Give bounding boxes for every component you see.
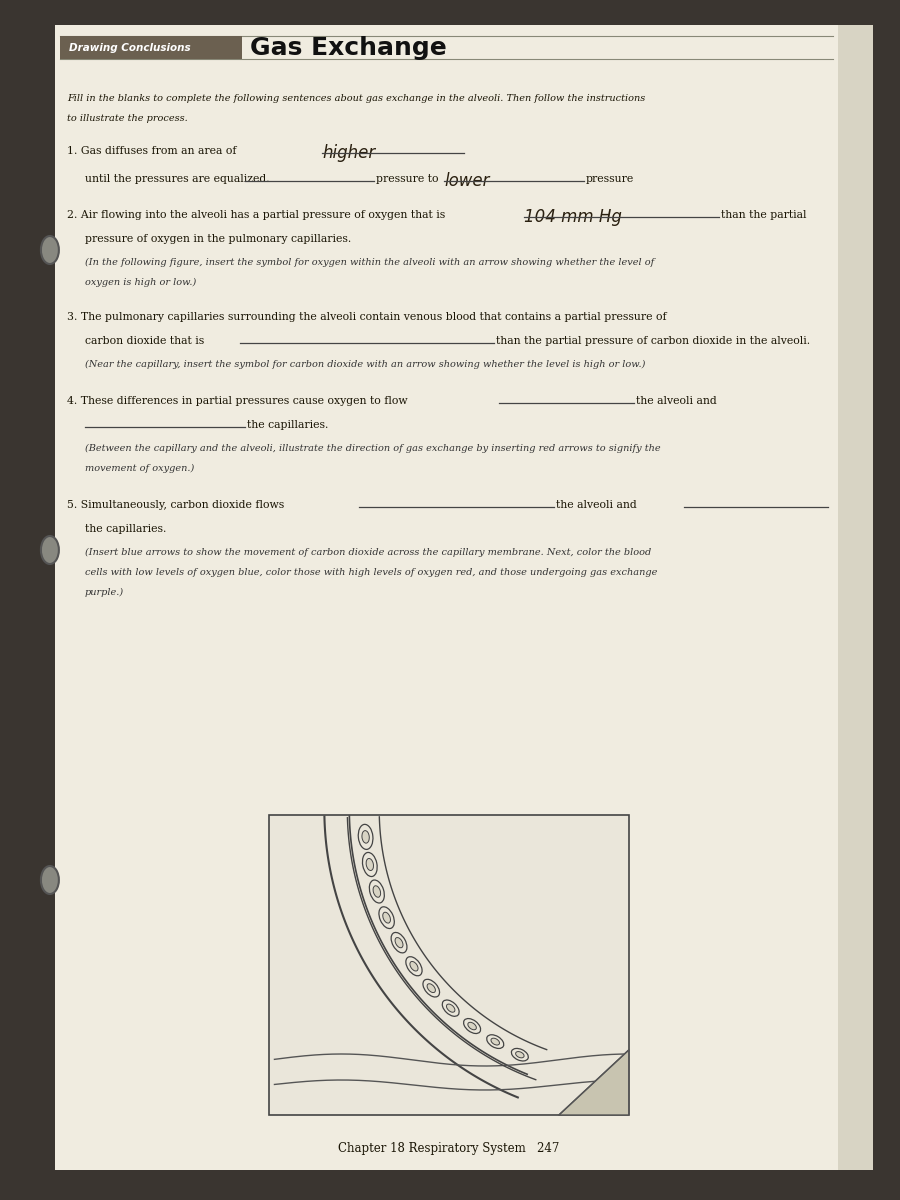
Ellipse shape — [40, 536, 58, 564]
Ellipse shape — [487, 1034, 504, 1049]
Text: 2. Air flowing into the alveoli has a partial pressure of oxygen that is: 2. Air flowing into the alveoli has a pa… — [67, 210, 446, 220]
Text: 3. The pulmonary capillaries surrounding the alveoli contain venous blood that c: 3. The pulmonary capillaries surrounding… — [67, 312, 667, 322]
Text: oxygen is high or low.): oxygen is high or low.) — [85, 278, 196, 287]
Text: the alveoli and: the alveoli and — [556, 500, 636, 510]
Text: (Near the capillary, insert the symbol for carbon dioxide with an arrow showing : (Near the capillary, insert the symbol f… — [85, 360, 645, 370]
Text: the capillaries.: the capillaries. — [247, 420, 328, 430]
Text: 1. Gas diffuses from an area of: 1. Gas diffuses from an area of — [67, 146, 237, 156]
Text: Drawing Conclusions: Drawing Conclusions — [69, 43, 191, 53]
Text: lower: lower — [444, 172, 490, 190]
Ellipse shape — [362, 830, 369, 844]
Text: cells with low levels of oxygen blue, color those with high levels of oxygen red: cells with low levels of oxygen blue, co… — [85, 568, 657, 577]
Text: purple.): purple.) — [85, 588, 124, 598]
Ellipse shape — [446, 1004, 454, 1013]
Ellipse shape — [40, 866, 58, 894]
Ellipse shape — [442, 1000, 459, 1016]
Ellipse shape — [358, 824, 373, 850]
Ellipse shape — [516, 1051, 524, 1058]
Ellipse shape — [363, 852, 377, 876]
Ellipse shape — [406, 956, 422, 976]
Ellipse shape — [491, 1038, 500, 1045]
Text: Fill in the blanks to complete the following sentences about gas exchange in the: Fill in the blanks to complete the follo… — [67, 94, 645, 103]
Text: to illustrate the process.: to illustrate the process. — [67, 114, 187, 122]
Text: pressure of oxygen in the pulmonary capillaries.: pressure of oxygen in the pulmonary capi… — [85, 234, 351, 244]
Text: pressure: pressure — [586, 174, 634, 184]
Ellipse shape — [382, 912, 391, 923]
Ellipse shape — [410, 961, 418, 971]
Text: (In the following figure, insert the symbol for oxygen within the alveoli with a: (In the following figure, insert the sym… — [85, 258, 654, 268]
Ellipse shape — [369, 880, 384, 904]
Text: (Between the capillary and the alveoli, illustrate the direction of gas exchange: (Between the capillary and the alveoli, … — [85, 444, 661, 454]
Ellipse shape — [395, 937, 403, 948]
FancyBboxPatch shape — [838, 25, 873, 1170]
Text: 104 mm Hg: 104 mm Hg — [524, 208, 622, 226]
FancyBboxPatch shape — [269, 815, 629, 1115]
Text: the alveoli and: the alveoli and — [635, 396, 716, 406]
Ellipse shape — [392, 932, 407, 953]
Text: pressure to: pressure to — [376, 174, 438, 184]
Ellipse shape — [379, 907, 394, 929]
Ellipse shape — [423, 979, 439, 997]
Ellipse shape — [468, 1022, 476, 1030]
Text: higher: higher — [322, 144, 375, 162]
Text: (Insert blue arrows to show the movement of carbon dioxide across the capillary : (Insert blue arrows to show the movement… — [85, 548, 651, 557]
Ellipse shape — [366, 858, 373, 870]
Ellipse shape — [40, 236, 58, 264]
FancyBboxPatch shape — [60, 36, 241, 59]
Ellipse shape — [428, 984, 436, 992]
Text: 5. Simultaneously, carbon dioxide flows: 5. Simultaneously, carbon dioxide flows — [67, 500, 284, 510]
Ellipse shape — [464, 1019, 481, 1033]
Text: until the pressures are equalized.: until the pressures are equalized. — [85, 174, 269, 184]
Polygon shape — [559, 1050, 629, 1115]
Ellipse shape — [511, 1049, 528, 1061]
Text: Gas Exchange: Gas Exchange — [249, 36, 446, 60]
Text: 4. These differences in partial pressures cause oxygen to flow: 4. These differences in partial pressure… — [67, 396, 408, 406]
Text: Chapter 18 Respiratory System   247: Chapter 18 Respiratory System 247 — [338, 1142, 560, 1154]
Text: the capillaries.: the capillaries. — [85, 524, 166, 534]
FancyBboxPatch shape — [55, 25, 843, 1170]
Text: than the partial: than the partial — [721, 210, 806, 220]
Text: than the partial pressure of carbon dioxide in the alveoli.: than the partial pressure of carbon diox… — [496, 336, 810, 346]
Ellipse shape — [374, 886, 381, 898]
Text: carbon dioxide that is: carbon dioxide that is — [85, 336, 204, 346]
Text: movement of oxygen.): movement of oxygen.) — [85, 464, 194, 473]
